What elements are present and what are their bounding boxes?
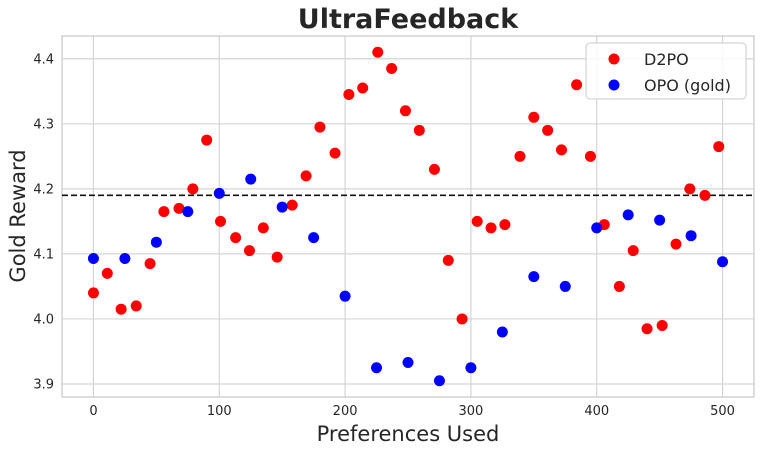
point-opo-gold — [182, 206, 194, 218]
x-tick-label: 100 — [207, 404, 232, 419]
point-opo-gold — [654, 214, 666, 226]
point-d2po — [442, 254, 454, 266]
point-opo-gold — [245, 173, 257, 185]
x-tick-label: 300 — [458, 404, 483, 419]
point-opo-gold — [465, 362, 477, 374]
point-d2po — [499, 219, 511, 231]
point-d2po — [257, 222, 269, 234]
point-d2po — [144, 258, 156, 270]
y-tick-labels: 3.9 4.0 4.1 4.2 4.3 4.4 — [33, 52, 54, 392]
point-d2po — [670, 238, 682, 250]
point-d2po — [130, 300, 142, 312]
point-d2po — [300, 170, 312, 182]
legend-box — [585, 42, 747, 100]
point-d2po — [329, 147, 341, 159]
point-d2po — [286, 199, 298, 211]
x-tick-label: 400 — [584, 404, 609, 419]
point-d2po — [314, 121, 326, 133]
point-opo-gold — [308, 232, 320, 244]
point-opo-gold — [402, 357, 414, 369]
point-d2po — [215, 215, 227, 227]
point-d2po — [271, 251, 283, 263]
y-tick-label: 4.1 — [33, 247, 54, 262]
y-tick-label: 4.0 — [33, 312, 54, 327]
point-d2po — [627, 245, 639, 257]
point-opo-gold — [213, 187, 225, 199]
point-d2po — [386, 63, 398, 75]
point-d2po — [613, 280, 625, 292]
point-d2po — [372, 46, 384, 58]
point-d2po — [399, 105, 411, 117]
legend-label-opo-gold: OPO (gold) — [644, 76, 731, 95]
point-d2po — [656, 319, 668, 331]
point-d2po — [101, 267, 113, 279]
x-tick-label: 200 — [333, 404, 358, 419]
point-opo-gold — [528, 271, 540, 283]
point-opo-gold — [496, 326, 508, 338]
x-tick-labels: 0 100 200 300 400 500 — [89, 404, 735, 419]
point-d2po — [542, 124, 554, 136]
point-d2po — [713, 141, 725, 153]
point-d2po — [201, 134, 213, 146]
point-d2po — [115, 303, 127, 315]
chart-title: UltraFeedback — [298, 4, 519, 35]
point-opo-gold — [591, 222, 603, 234]
point-opo-gold — [150, 236, 162, 248]
point-d2po — [230, 232, 242, 244]
point-opo-gold — [433, 375, 445, 387]
y-axis-label: Gold Reward — [6, 149, 30, 282]
point-d2po — [571, 79, 583, 91]
point-d2po — [699, 189, 711, 201]
legend-marker-d2po — [608, 53, 620, 65]
point-d2po — [187, 183, 199, 195]
data-points — [87, 46, 729, 387]
point-opo-gold — [717, 256, 729, 268]
point-d2po — [173, 202, 185, 214]
point-d2po — [343, 89, 355, 101]
x-tick-label: 500 — [710, 404, 735, 419]
point-d2po — [471, 215, 483, 227]
point-d2po — [456, 313, 468, 325]
legend-label-d2po: D2PO — [644, 50, 689, 69]
point-opo-gold — [276, 201, 288, 213]
point-opo-gold — [622, 209, 634, 221]
point-d2po — [514, 150, 526, 162]
y-tick-label: 3.9 — [33, 377, 54, 392]
legend-marker-opo-gold — [608, 79, 620, 91]
point-d2po — [428, 163, 440, 175]
point-d2po — [243, 245, 255, 257]
point-opo-gold — [685, 230, 697, 242]
point-opo-gold — [119, 252, 131, 264]
x-axis-label: Preferences Used — [317, 422, 500, 446]
y-tick-label: 4.2 — [33, 182, 54, 197]
point-d2po — [485, 222, 497, 234]
point-d2po — [584, 150, 596, 162]
point-opo-gold — [339, 290, 351, 302]
point-opo-gold — [87, 252, 99, 264]
point-d2po — [528, 111, 540, 123]
plot-frame — [61, 35, 755, 398]
y-tick-label: 4.4 — [33, 52, 54, 67]
point-opo-gold — [371, 362, 383, 374]
point-d2po — [684, 183, 696, 195]
x-tick-label: 0 — [89, 404, 97, 419]
point-d2po — [87, 287, 99, 299]
y-tick-label: 4.3 — [33, 117, 54, 132]
point-d2po — [158, 206, 170, 218]
point-d2po — [641, 323, 653, 335]
point-opo-gold — [559, 280, 571, 292]
point-d2po — [555, 144, 567, 156]
point-d2po — [413, 124, 425, 136]
point-d2po — [357, 82, 369, 94]
legend: D2PO OPO (gold) — [585, 42, 747, 100]
